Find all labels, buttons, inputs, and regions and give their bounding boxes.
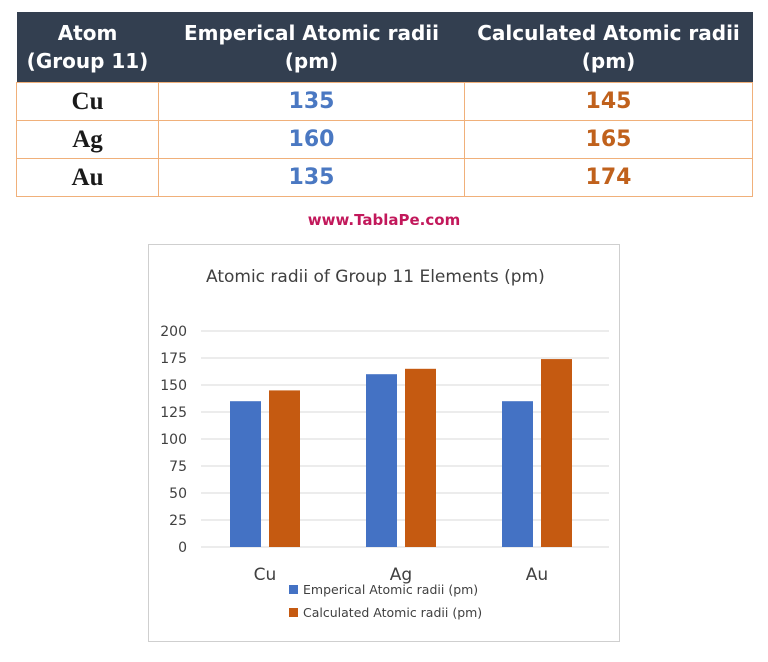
y-tick-label: 25 — [169, 513, 187, 529]
bar-cu-series-2 — [269, 390, 300, 547]
header-atom-line2: (Group 11) — [26, 49, 149, 73]
y-tick-label: 0 — [178, 540, 187, 556]
y-tick-label: 50 — [169, 486, 187, 502]
watermark-url: www.TablaPe.com — [307, 211, 461, 229]
bar-ag-series-1 — [366, 374, 397, 547]
header-calculated-line1: Calculated Atomic radii — [477, 21, 740, 45]
emperical-cell: 160 — [158, 120, 465, 159]
table-row: Ag 160 165 — [16, 120, 753, 159]
atomic-radii-table: Atom (Group 11) Emperical Atomic radii (… — [16, 12, 753, 197]
header-calculated: Calculated Atomic radii (pm) — [464, 12, 753, 83]
legend-swatch — [289, 585, 298, 594]
header-calculated-line2: (pm) — [581, 49, 636, 73]
calculated-cell: 174 — [464, 158, 753, 197]
y-tick-label: 100 — [160, 432, 187, 448]
x-category-label: Ag — [390, 565, 412, 585]
bar-ag-series-2 — [405, 368, 436, 547]
bar-au-series-2 — [541, 359, 572, 547]
table-row: Au 135 174 — [16, 158, 753, 197]
chart-title: Atomic radii of Group 11 Elements (pm) — [206, 267, 545, 287]
header-emperical-line1: Emperical Atomic radii — [184, 21, 439, 45]
chart-frame: Atomic radii of Group 11 Elements (pm) 0 2… — [148, 244, 620, 642]
atom-cell: Ag — [16, 120, 159, 159]
calculated-cell: 145 — [464, 82, 753, 121]
header-atom-line1: Atom — [57, 21, 118, 45]
calculated-cell: 165 — [464, 120, 753, 159]
bar-chart: Atomic radii of Group 11 Elements (pm) 0 2… — [160, 267, 609, 620]
table-row: Cu 135 145 — [16, 82, 753, 121]
x-category-label: Cu — [254, 565, 277, 585]
atom-cell: Au — [16, 158, 159, 197]
y-tick-label: 125 — [160, 405, 187, 421]
table-header-row: Atom (Group 11) Emperical Atomic radii (… — [16, 12, 753, 83]
y-tick-label: 150 — [160, 378, 187, 394]
legend-swatch — [289, 608, 298, 617]
legend-label: Calculated Atomic radii (pm) — [303, 605, 482, 620]
header-atom: Atom (Group 11) — [16, 12, 159, 83]
bar-au-series-1 — [502, 401, 533, 547]
atom-cell: Cu — [16, 82, 159, 121]
emperical-cell: 135 — [158, 82, 465, 121]
header-emperical-line2: (pm) — [284, 49, 339, 73]
y-tick-label: 75 — [169, 459, 187, 475]
y-tick-label: 200 — [160, 324, 187, 340]
x-category-label: Au — [526, 565, 548, 585]
bar-cu-series-1 — [230, 401, 261, 547]
emperical-cell: 135 — [158, 158, 465, 197]
y-tick-label: 175 — [160, 351, 187, 367]
legend-label: Emperical Atomic radii (pm) — [303, 582, 478, 597]
header-emperical: Emperical Atomic radii (pm) — [158, 12, 465, 83]
